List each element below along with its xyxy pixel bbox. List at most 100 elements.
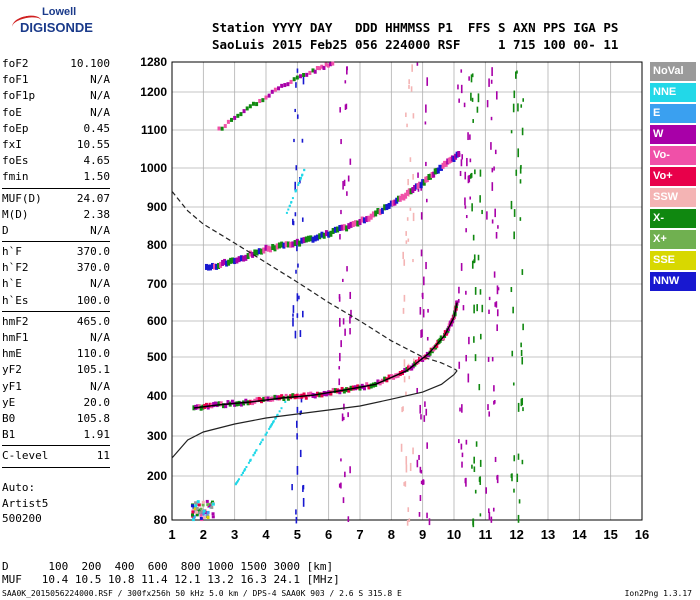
header-line1: Station YYYY DAY DDD HHMMSS P1 FFS S AXN…: [212, 20, 619, 35]
noise-dot: [338, 296, 341, 302]
echo-trace-mark: [425, 176, 429, 183]
echo-trace-mark: [237, 256, 241, 263]
noise-dot: [476, 106, 479, 113]
cyan-streak-mark: [297, 182, 300, 185]
noise-dot: [301, 310, 304, 318]
echo-trace-mark: [220, 126, 224, 131]
echo-trace-mark: [391, 200, 395, 207]
param-value: 1.50: [83, 170, 111, 184]
echo-trace-mark: [229, 257, 233, 264]
noise-dot: [479, 513, 482, 517]
noise-dot: [494, 208, 496, 218]
noise-dot: [426, 512, 428, 519]
noise-dot: [407, 178, 409, 186]
es-mark: [211, 515, 215, 519]
noise-dot: [474, 169, 476, 175]
noise-dot: [424, 121, 427, 125]
echo-trace-mark: [376, 208, 380, 215]
cyan-streak-mark: [237, 478, 240, 481]
noise-dot: [339, 234, 341, 240]
echo-trace-mark: [413, 184, 417, 191]
noise-dot: [521, 356, 524, 365]
muf-distance-row: D 100 200 400 600 800 1000 1500 3000 [km…: [2, 560, 334, 573]
noise-dot: [420, 480, 423, 485]
profile-dashed-curve: [171, 191, 458, 372]
es-mark: [190, 504, 194, 508]
o-trace-mark: [329, 390, 333, 396]
noise-dot: [486, 100, 489, 108]
echo-trace-mark: [389, 200, 393, 207]
noise-dot: [510, 200, 513, 210]
o-trace-mark: [213, 401, 217, 407]
noise-dot: [517, 514, 520, 523]
noise-dot: [457, 298, 460, 303]
separator: [2, 310, 110, 312]
noise-dot: [426, 336, 429, 341]
noise-dot: [491, 67, 493, 77]
noise-dot: [476, 304, 478, 312]
cyan-streak-mark: [252, 454, 255, 457]
x-tick-label: 5: [294, 527, 301, 542]
noise-dot: [292, 313, 294, 317]
noise-dot: [485, 487, 487, 494]
noise-dot: [347, 516, 350, 522]
noise-dot: [491, 182, 494, 191]
noise-dot: [423, 415, 426, 422]
param-value: N/A: [90, 89, 110, 103]
es-mark: [211, 502, 215, 506]
noise-dot: [298, 295, 300, 300]
echo-trace-mark: [358, 219, 362, 226]
echo-trace-mark: [273, 245, 277, 252]
echo-trace-mark: [264, 95, 268, 100]
noise-dot: [495, 232, 498, 239]
noise-dot: [408, 85, 410, 89]
noise-dot: [465, 354, 467, 362]
noise-dot: [515, 169, 518, 176]
noise-dot: [420, 469, 423, 474]
echo-trace-mark: [283, 83, 287, 88]
noise-dot: [408, 79, 410, 85]
noise-dot: [520, 104, 523, 108]
echo-trace-mark: [443, 160, 447, 167]
noise-dot: [470, 74, 473, 83]
noise-dot: [493, 400, 496, 404]
param-name: hmE: [2, 347, 22, 361]
param-value: 370.0: [76, 245, 110, 259]
param-name: hmF2: [2, 314, 29, 328]
noise-dot: [487, 508, 490, 513]
noise-dot: [417, 172, 419, 178]
cyan-streak-mark: [243, 469, 246, 472]
noise-dot: [481, 209, 483, 215]
noise-dot: [469, 196, 472, 200]
o-trace-mark: [331, 387, 335, 393]
noise-dot: [405, 112, 407, 118]
echo-trace-mark: [284, 241, 288, 248]
param-row: hmE 110.0: [2, 346, 110, 362]
separator: [2, 466, 110, 468]
o-trace-mark: [405, 366, 409, 372]
es-mark: [210, 500, 214, 504]
param-name: foEp: [2, 121, 29, 135]
noise-dot: [497, 225, 499, 229]
echo-trace-mark: [304, 236, 308, 243]
param-name: h`F: [2, 245, 22, 259]
o-trace-mark: [383, 376, 387, 382]
es-mark: [211, 512, 215, 516]
o-trace-mark: [284, 393, 288, 399]
echo-trace-mark: [280, 83, 284, 88]
echo-trace-mark: [435, 167, 439, 174]
noise-dot: [519, 217, 522, 221]
logo-line2: DIGISONDE: [20, 20, 93, 35]
param-name: C-level: [2, 449, 49, 463]
noise-dot: [469, 134, 471, 140]
noise-dot: [488, 78, 490, 87]
noise-dot: [487, 404, 489, 410]
echo-trace-mark: [444, 160, 448, 167]
legend-item: SSE: [650, 251, 696, 270]
o-trace-mark: [369, 383, 373, 389]
o-trace-mark: [340, 386, 344, 392]
echo-trace-mark: [251, 101, 255, 106]
noise-dot: [461, 154, 464, 160]
noise-dot: [461, 452, 464, 458]
param-name: h`E: [2, 277, 22, 291]
